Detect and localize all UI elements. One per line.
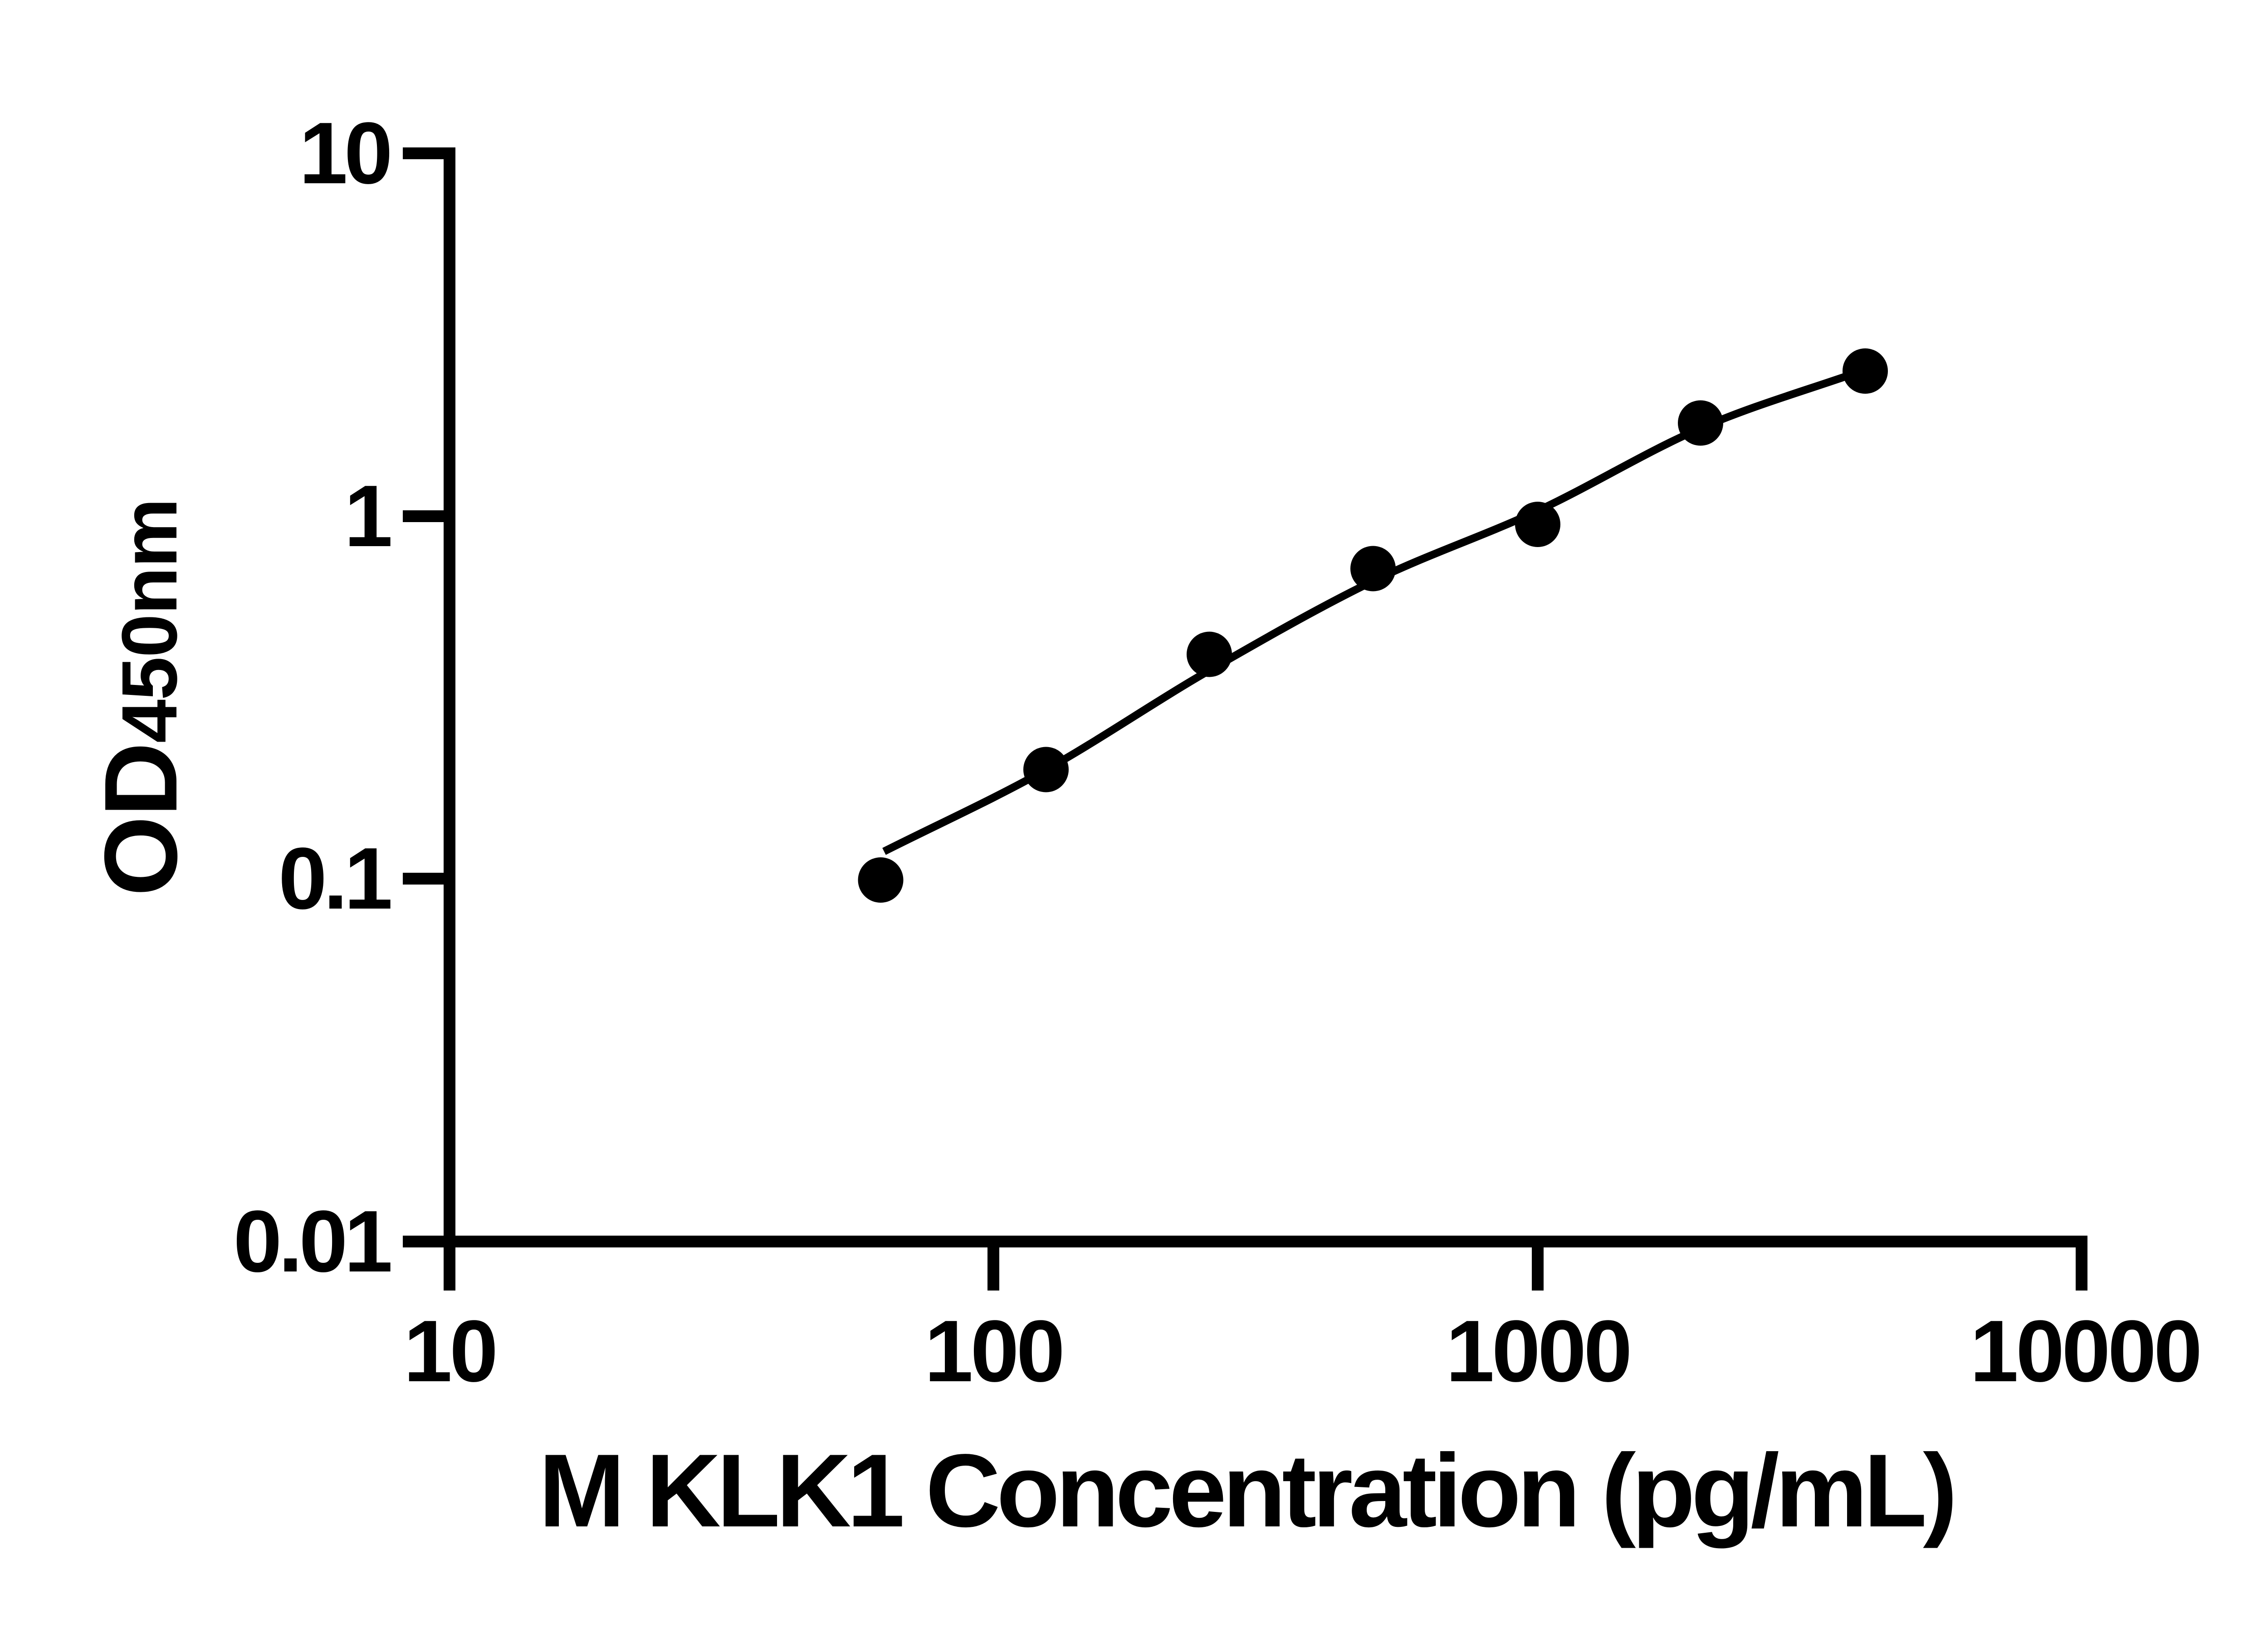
svg-text:100: 100 <box>924 1302 1062 1400</box>
svg-text:0.1: 0.1 <box>279 829 391 927</box>
svg-text:M KLK1 Concentration (pg/mL): M KLK1 Concentration (pg/mL) <box>538 1433 1953 1549</box>
svg-text:10: 10 <box>299 104 389 202</box>
svg-text:10: 10 <box>404 1302 496 1400</box>
svg-text:1: 1 <box>344 467 391 565</box>
svg-text:OD450nm: OD450nm <box>83 499 199 896</box>
svg-text:0.01: 0.01 <box>233 1192 390 1290</box>
svg-text:1000: 1000 <box>1446 1302 1629 1400</box>
svg-text:10000: 10000 <box>1970 1302 2200 1400</box>
